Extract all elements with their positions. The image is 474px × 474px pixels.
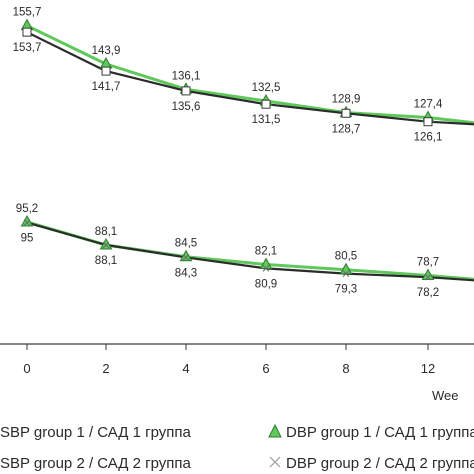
data-point-square bbox=[341, 108, 351, 118]
data-label: 88,1 bbox=[95, 226, 117, 238]
data-point-triangle bbox=[20, 214, 34, 227]
data-label: 79,3 bbox=[335, 284, 357, 296]
data-point-cross bbox=[23, 219, 31, 227]
x-tick-label: 2 bbox=[102, 361, 109, 376]
data-label: 131,5 bbox=[252, 114, 281, 126]
data-label: 143,9 bbox=[92, 45, 121, 57]
data-label: 128,7 bbox=[332, 123, 361, 135]
data-label: 95 bbox=[21, 233, 34, 245]
data-label: 95,2 bbox=[16, 203, 38, 215]
data-label: 135,6 bbox=[172, 101, 201, 113]
data-label: 155,7 bbox=[13, 7, 42, 19]
data-label: 132,5 bbox=[252, 82, 281, 94]
x-tick-label: 8 bbox=[342, 361, 349, 376]
data-point-square bbox=[181, 86, 191, 96]
data-point-cross bbox=[342, 270, 350, 277]
data-point-cross bbox=[424, 273, 432, 281]
x-tick-label: 0 bbox=[23, 361, 30, 376]
data-point-square bbox=[261, 99, 271, 109]
x-tick-label: 12 bbox=[421, 361, 435, 376]
data-point-square bbox=[101, 66, 111, 76]
data-label: 136,1 bbox=[172, 70, 201, 82]
data-label: 126,1 bbox=[414, 132, 443, 144]
data-label: 80,5 bbox=[335, 251, 357, 263]
data-label: 141,7 bbox=[92, 81, 121, 93]
data-label: 84,3 bbox=[175, 267, 197, 279]
x-tick-label: 4 bbox=[182, 361, 189, 376]
data-point-triangle bbox=[179, 249, 193, 262]
data-label: 127,4 bbox=[414, 99, 443, 111]
data-label: 80,9 bbox=[255, 278, 277, 290]
data-label: 78,2 bbox=[417, 287, 439, 299]
data-label: 78,7 bbox=[417, 257, 439, 269]
x-axis-label: Wee bbox=[432, 388, 459, 403]
data-label: 153,7 bbox=[13, 42, 42, 54]
series-line bbox=[25, 24, 474, 125]
data-label: 84,5 bbox=[175, 238, 197, 250]
data-point-cross bbox=[262, 265, 270, 272]
data-point-square bbox=[22, 27, 32, 37]
data-point-square bbox=[423, 117, 433, 127]
data-point-cross bbox=[182, 254, 190, 261]
data-label: 128,9 bbox=[332, 94, 361, 106]
x-tick-label: 6 bbox=[262, 361, 269, 376]
data-label: 82,1 bbox=[255, 246, 277, 258]
data-label: 88,1 bbox=[95, 255, 117, 267]
data-point-cross bbox=[102, 241, 110, 249]
data-point-triangle bbox=[99, 238, 113, 250]
